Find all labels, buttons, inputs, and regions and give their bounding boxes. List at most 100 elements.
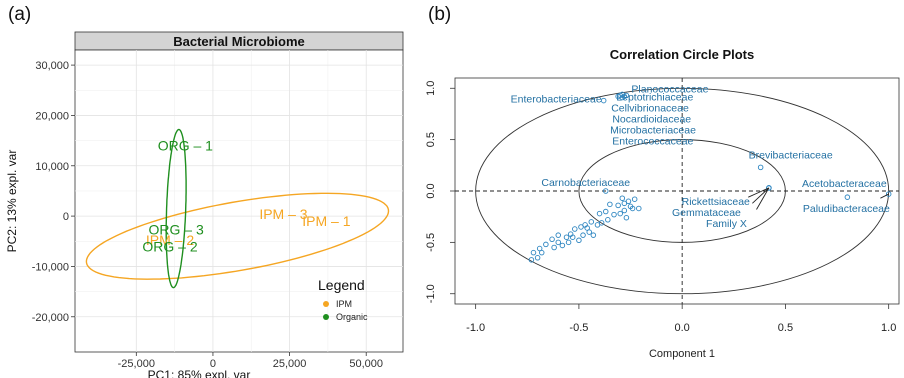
x-tick-label: 0	[210, 358, 216, 370]
variable-point	[631, 196, 638, 202]
variable-point	[549, 236, 555, 243]
y-tick-label: -20,000	[32, 312, 69, 324]
variable-point	[757, 164, 764, 171]
variable-label: Microbacteriaceae	[610, 124, 696, 136]
label-connector	[752, 187, 770, 204]
variable-point	[636, 205, 642, 212]
variable-label: Planococcaceae	[631, 83, 708, 95]
variable-point	[590, 232, 597, 238]
label-connector	[748, 187, 770, 198]
variable-point	[605, 217, 611, 223]
variable-point	[615, 202, 621, 209]
variable-point	[555, 232, 562, 238]
legend-marker	[323, 301, 329, 307]
y-tick-label: -10,000	[32, 261, 69, 273]
x-tick-label: 1.0	[881, 322, 896, 334]
point-label: ORG – 1	[158, 138, 213, 154]
variable-point	[594, 222, 601, 228]
panel-label-a: (a)	[8, 4, 32, 25]
correlation-circle	[475, 87, 890, 295]
x-tick-label: 0.0	[675, 322, 690, 334]
legend-title: Legend	[318, 277, 365, 293]
point-label: ORG – 3	[149, 222, 204, 238]
legend-label: IPM	[336, 299, 352, 309]
variable-point	[580, 232, 586, 238]
y-tick-label: -1.0	[425, 284, 437, 303]
variable-point	[588, 219, 595, 225]
variable-point	[603, 208, 609, 215]
variable-label: Brevibacteriaceae	[749, 149, 833, 161]
variable-point	[567, 231, 574, 237]
variable-point	[565, 239, 572, 246]
legend-marker	[323, 314, 329, 320]
variable-point	[619, 94, 626, 101]
variable-label: Gemmataceae	[672, 207, 741, 219]
label-connector	[880, 193, 889, 199]
y-tick-label: 30,000	[35, 60, 69, 72]
chart-title: Correlation Circle Plots	[610, 47, 754, 62]
variable-point	[607, 201, 613, 208]
y-tick-label: 0.5	[425, 132, 437, 147]
variable-point	[611, 211, 617, 218]
variable-point	[625, 198, 632, 205]
x-tick-label: 0.5	[778, 322, 793, 334]
variable-point	[619, 195, 626, 201]
x-tick-label: -1.0	[466, 322, 485, 334]
y-tick-label: -0.5	[425, 233, 437, 252]
variable-point	[617, 210, 623, 217]
point-label: IPM – 1	[302, 213, 350, 229]
y-tick-label: 20,000	[35, 110, 69, 122]
variable-point	[596, 210, 603, 217]
variable-label: Family X	[706, 218, 747, 230]
variable-point	[603, 188, 609, 194]
y-tick-label: 1.0	[425, 81, 437, 96]
ellipse-organic	[165, 128, 187, 289]
variable-point	[623, 214, 630, 221]
point-label: IPM – 2	[146, 232, 194, 248]
variable-point	[578, 224, 584, 230]
variable-point	[551, 244, 557, 251]
variable-point	[584, 225, 590, 231]
variable-label: Carnobacteriaceae	[541, 177, 630, 189]
variable-point	[576, 237, 582, 244]
x-tick-label: -25,000	[118, 358, 155, 370]
x-tick-label: -0.5	[569, 322, 588, 334]
x-tick-label: 50,000	[349, 358, 383, 370]
y-tick-label: 0	[63, 211, 69, 223]
variable-point	[629, 205, 636, 212]
legend-label: Organic	[336, 312, 368, 322]
ellipse-ipm	[85, 192, 390, 280]
pca-biplot-chart: Bacterial Microbiome -25,000 0 25,000 50,000…	[5, 31, 404, 378]
variable-label: Enterobacteriaceae	[511, 94, 602, 106]
x-axis-label: PC1: 85% expl. var	[148, 368, 251, 378]
variable-point	[555, 239, 562, 246]
y-tick-label: 10,000	[35, 161, 69, 173]
variable-point	[534, 255, 541, 261]
variable-point	[559, 242, 566, 249]
variable-point	[598, 220, 605, 226]
variable-label: Acetobacteraceae	[802, 178, 887, 190]
point-label: ORG – 2	[142, 238, 197, 254]
variable-point	[563, 234, 570, 240]
y-axis-label: PC2: 13% expl. var	[5, 150, 19, 253]
variable-point	[543, 241, 549, 248]
chart-title: Bacterial Microbiome	[173, 34, 305, 49]
point-label: IPM – 3	[259, 206, 307, 222]
panel-label-b: (b)	[428, 4, 452, 25]
y-tick-label: 0.0	[425, 183, 437, 198]
variable-point	[885, 191, 892, 197]
variable-point	[844, 194, 851, 200]
variable-point	[621, 200, 628, 207]
x-axis-label: Component 1	[649, 348, 715, 360]
variable-point	[538, 249, 545, 256]
variable-label: Rickettsiaceae	[682, 196, 750, 208]
variable-point	[530, 249, 537, 256]
variable-label: Leptotrichiaceae	[616, 91, 693, 103]
variable-point	[572, 226, 578, 232]
variable-label: Paludibacteraceae	[803, 203, 890, 215]
variable-point	[621, 207, 628, 214]
x-tick-label: 25,000	[273, 358, 307, 370]
variable-point	[600, 97, 607, 104]
correlation-circle	[578, 139, 786, 243]
variable-label: Cellvibrionaceae	[611, 102, 689, 114]
